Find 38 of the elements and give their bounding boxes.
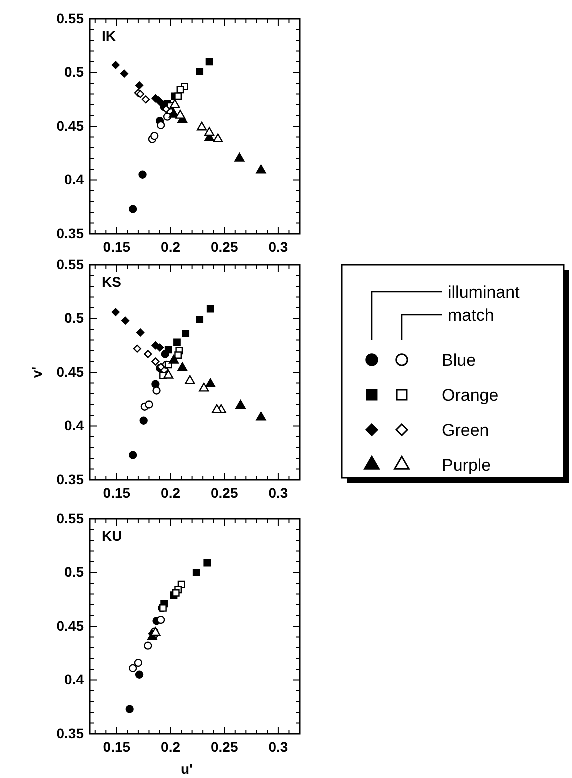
x-tick-label: 0.15 — [103, 238, 131, 255]
y-tick-label: 0.35 — [56, 225, 84, 242]
y-tick-label: 0.55 — [56, 10, 84, 26]
legend-label: Purple — [442, 456, 492, 475]
legend-label: Orange — [442, 386, 499, 405]
y-tick-label: 0.55 — [56, 510, 84, 526]
y-tick-label: 0.4 — [64, 672, 84, 688]
y-tick-label: 0.45 — [56, 364, 84, 380]
y-tick-label: 0.45 — [56, 618, 84, 634]
x-tick-label: 0.2 — [161, 484, 181, 501]
y-tick-label: 0.5 — [64, 310, 84, 326]
x-axis-title: u' — [181, 761, 193, 777]
y-tick-label: 0.35 — [56, 725, 84, 742]
x-tick-label: 0.15 — [103, 738, 131, 755]
x-tick-label: 0.25 — [210, 484, 238, 501]
text: IK — [102, 28, 116, 44]
x-tick-label: 0.2 — [161, 238, 181, 255]
text: match — [448, 306, 494, 325]
text: illuminant — [448, 283, 520, 302]
x-tick-label: 0.15 — [103, 484, 131, 501]
y-axis-title: v' — [29, 366, 45, 378]
x-tick-label: 0.3 — [268, 484, 288, 501]
y-tick-label: 0.5 — [64, 64, 84, 80]
x-tick-label: 0.25 — [210, 738, 238, 755]
x-tick-label: 0.3 — [268, 238, 288, 255]
y-tick-label: 0.35 — [56, 471, 84, 488]
legend-label: Blue — [442, 351, 476, 370]
y-tick-label: 0.4 — [64, 172, 84, 188]
legend-label: Green — [442, 421, 490, 440]
text: KU — [102, 528, 122, 544]
y-tick-label: 0.5 — [64, 564, 84, 580]
y-tick-label: 0.45 — [56, 118, 84, 134]
x-tick-label: 0.25 — [210, 238, 238, 255]
y-tick-label: 0.55 — [56, 256, 84, 272]
text: KS — [102, 274, 122, 290]
x-tick-label: 0.3 — [268, 738, 288, 755]
y-tick-label: 0.4 — [64, 418, 84, 434]
x-tick-label: 0.2 — [161, 738, 181, 755]
